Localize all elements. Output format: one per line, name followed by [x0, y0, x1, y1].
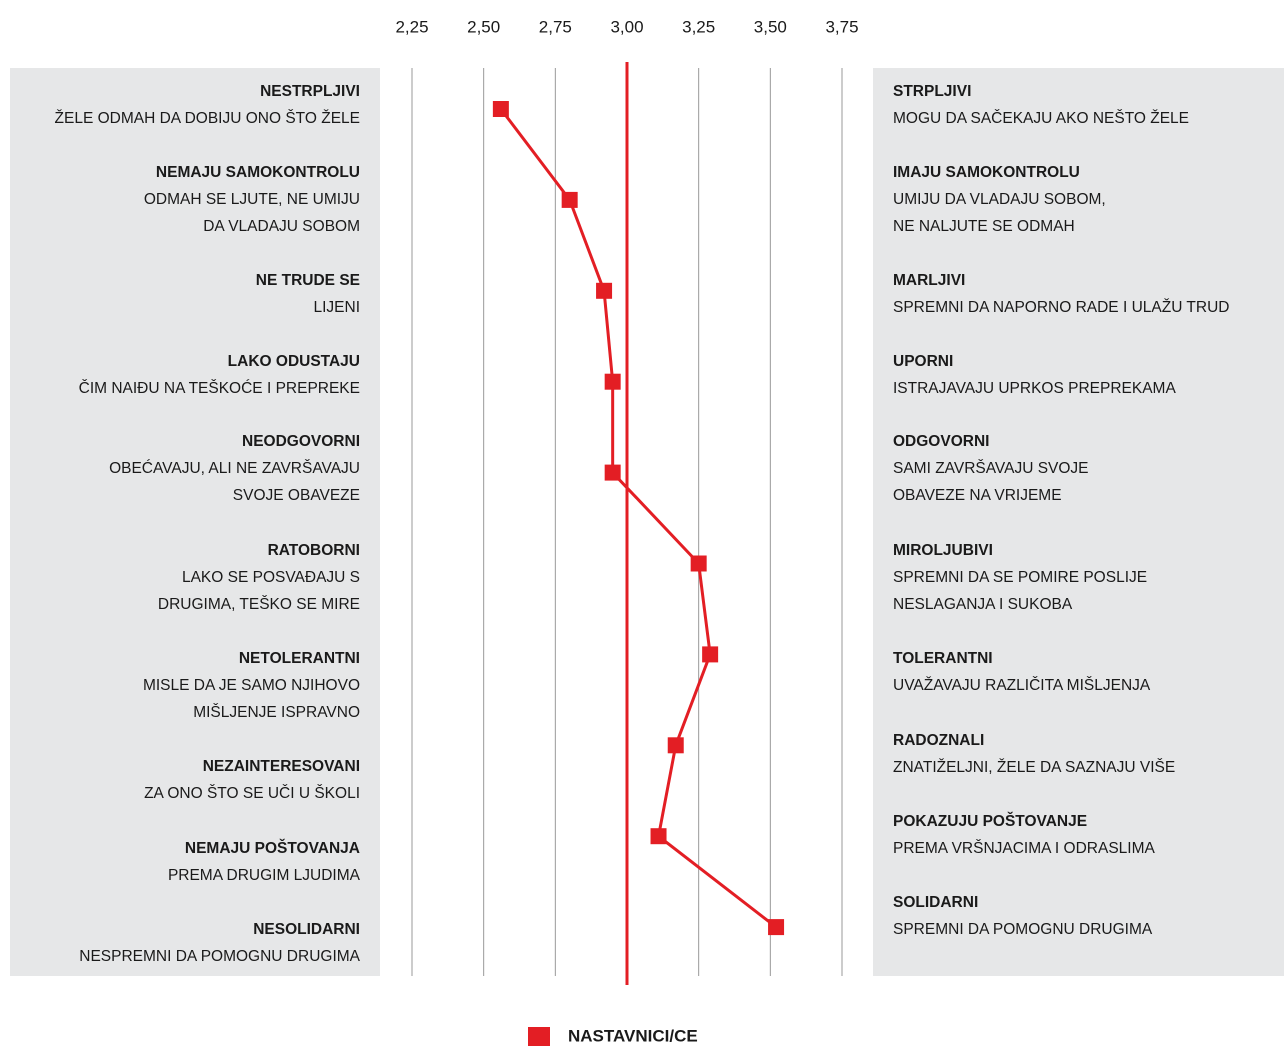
label-description: PREMA VRŠNJACIMA I ODRASLIMA — [893, 840, 1155, 857]
legend-label: NASTAVNICI/CE — [568, 1026, 698, 1045]
label-description: NE NALJUTE SE ODMAH — [893, 218, 1075, 235]
right-panel — [873, 68, 1284, 976]
label-title: NEZAINTERESOVANI — [203, 758, 360, 775]
label-description: ZA ONO ŠTO SE UČI U ŠKOLI — [144, 785, 360, 802]
label-description: SVOJE OBAVEZE — [233, 487, 360, 504]
label-description: LAKO SE POSVAĐAJU S — [182, 569, 360, 586]
label-description: UVAŽAVAJU RAZLIČITA MIŠLJENJA — [893, 677, 1151, 694]
marker — [702, 646, 719, 663]
label-description: ČIM NAIĐU NA TEŠKOĆE I PREPREKE — [79, 380, 360, 397]
label-description: LIJENI — [313, 299, 360, 316]
label-title: POKAZUJU POŠTOVANJE — [893, 812, 1087, 830]
label-description: NESLAGANJA I SUKOBA — [893, 596, 1073, 613]
label-description: ŽELE ODMAH DA DOBIJU ONO ŠTO ŽELE — [55, 110, 360, 127]
label-title: SOLIDARNI — [893, 894, 978, 911]
label-description: ISTRAJAVAJU UPRKOS PREPREKAMA — [893, 380, 1176, 397]
label-title: NEMAJU POŠTOVANJA — [185, 839, 360, 857]
label-description: UMIJU DA VLADAJU SOBOM, — [893, 191, 1106, 208]
label-title: NEMAJU SAMOKONTROLU — [156, 164, 360, 181]
label-description: DA VLADAJU SOBOM — [203, 218, 360, 235]
label-description: OBAVEZE NA VRIJEME — [893, 487, 1062, 504]
label-title: STRPLJIVI — [893, 83, 971, 100]
marker — [604, 373, 621, 390]
label-title: NETOLERANTNI — [239, 650, 360, 667]
label-description: ODMAH SE LJUTE, NE UMIJU — [144, 191, 360, 208]
label-description: MIŠLJENJE ISPRAVNO — [193, 704, 360, 721]
x-tick-label: 2,75 — [539, 17, 572, 36]
label-description: PREMA DRUGIM LJUDIMA — [168, 867, 361, 884]
x-tick-label: 3,00 — [610, 17, 643, 36]
marker — [604, 464, 621, 481]
label-title: NESOLIDARNI — [253, 921, 360, 938]
label-description: SPREMNI DA POMOGNU DRUGIMA — [893, 921, 1153, 938]
label-title: ODGOVORNI — [893, 433, 989, 450]
x-tick-label: 3,25 — [682, 17, 715, 36]
label-title: RATOBORNI — [268, 542, 360, 559]
label-description: NESPREMNI DA POMOGNU DRUGIMA — [79, 948, 360, 965]
x-tick-label: 2,50 — [467, 17, 500, 36]
marker — [690, 555, 707, 572]
left-panel — [10, 68, 380, 976]
x-tick-label: 3,50 — [754, 17, 787, 36]
label-title: NEODGOVORNI — [242, 433, 360, 450]
x-tick-label: 2,25 — [395, 17, 428, 36]
label-title: UPORNI — [893, 353, 953, 370]
marker — [768, 919, 785, 936]
marker — [561, 191, 578, 208]
label-title: IMAJU SAMOKONTROLU — [893, 164, 1080, 181]
marker — [596, 282, 613, 299]
series-line — [499, 108, 777, 929]
legend-swatch — [528, 1027, 550, 1046]
label-title: LAKO ODUSTAJU — [228, 353, 360, 370]
label-description: SPREMNI DA NAPORNO RADE I ULAŽU TRUD — [893, 299, 1229, 316]
label-description: MISLE DA JE SAMO NJIHOVO — [143, 677, 360, 694]
label-description: ZNATIŽELJNI, ŽELE DA SAZNAJU VIŠE — [893, 759, 1175, 776]
marker — [492, 101, 509, 117]
label-title: RADOZNALI — [893, 732, 984, 749]
label-description: SPREMNI DA SE POMIRE POSLIJE — [893, 569, 1147, 586]
label-title: NESTRPLJIVI — [260, 83, 360, 100]
label-description: OBEĆAVAJU, ALI NE ZAVRŠAVAJU — [109, 460, 360, 477]
label-title: MIROLJUBIVI — [893, 542, 993, 559]
x-tick-label: 3,75 — [825, 17, 858, 36]
label-title: NE TRUDE SE — [256, 272, 360, 289]
label-description: SAMI ZAVRŠAVAJU SVOJE — [893, 460, 1089, 477]
label-description: MOGU DA SAČEKAJU AKO NEŠTO ŽELE — [893, 110, 1189, 127]
label-title: MARLJIVI — [893, 272, 965, 289]
label-title: TOLERANTNI — [893, 650, 993, 667]
marker — [667, 737, 684, 754]
label-description: DRUGIMA, TEŠKO SE MIRE — [158, 596, 360, 613]
marker — [650, 828, 667, 845]
